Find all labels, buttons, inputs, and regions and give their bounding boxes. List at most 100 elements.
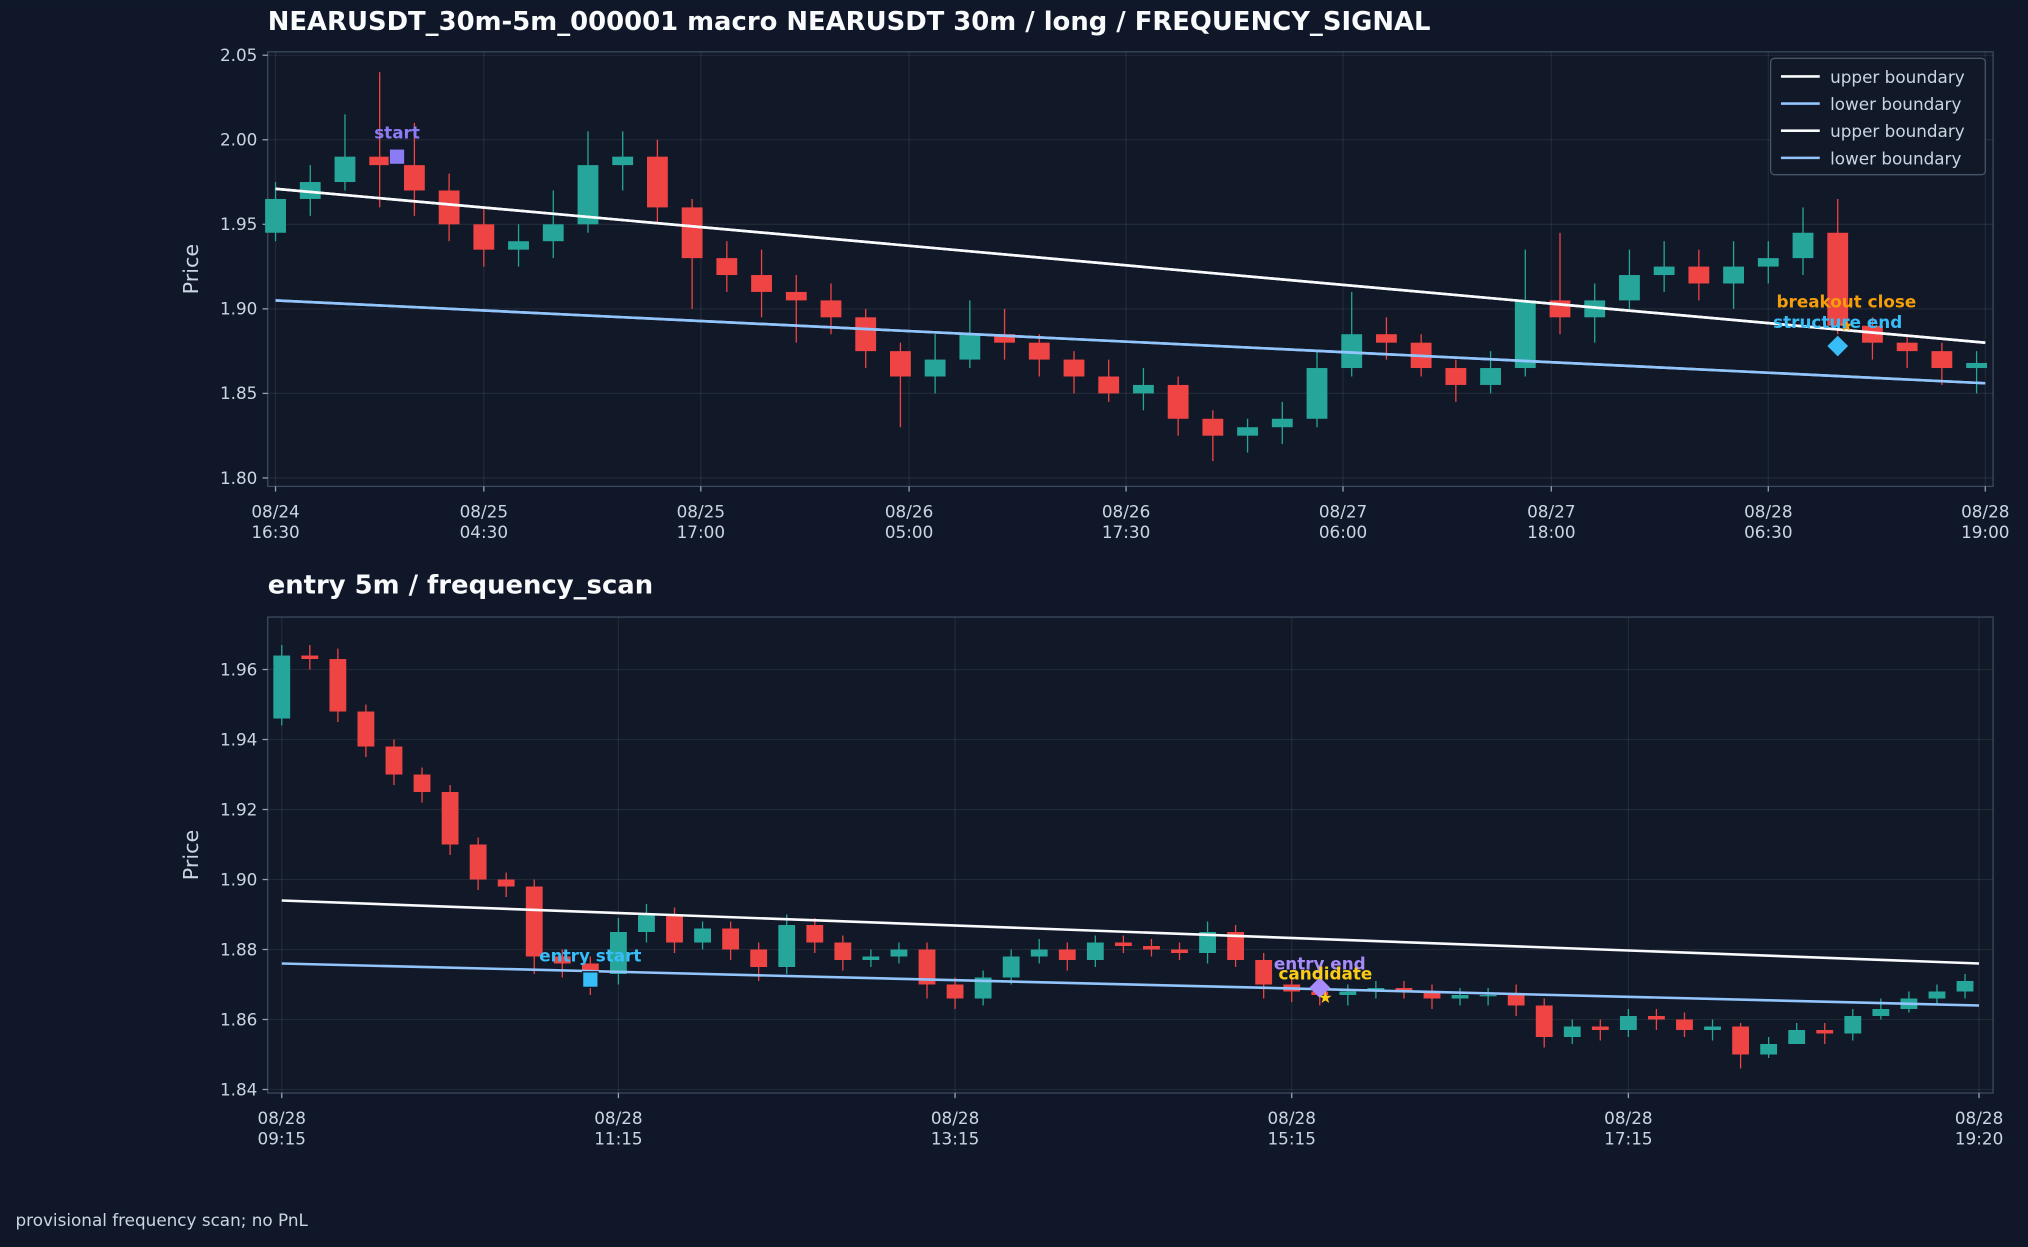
y-axis-label: Price [179, 830, 203, 880]
candle-body [369, 156, 391, 166]
candle-body [301, 655, 319, 660]
candle-body [1227, 932, 1245, 961]
x-tick-label-line: 08/24 [251, 501, 299, 521]
x-tick-label-line: 08/25 [460, 501, 508, 521]
candle-body [785, 291, 807, 301]
candle-body [1956, 981, 1974, 992]
x-tick-label-line: 13:15 [931, 1129, 979, 1149]
x-tick-label: 08/28 19:00 [1961, 501, 2009, 542]
boundary-line [281, 899, 1980, 965]
x-tick-label-line: 08/28 [1961, 501, 2009, 521]
candle-body [751, 275, 772, 292]
x-tick-label-line: 08/28 [1268, 1108, 1316, 1128]
boundary-line [275, 299, 1986, 385]
x-tick-label: 08/25 04:30 [460, 501, 508, 542]
candle-body [1507, 995, 1525, 1006]
candle-body [403, 165, 425, 191]
x-tick-label-line: 18:00 [1527, 522, 1575, 542]
y-tick-label: 2.00 [220, 130, 257, 150]
candle-body [581, 963, 599, 975]
legend-box [1769, 57, 1986, 176]
legend-label: upper boundary [1830, 121, 1965, 141]
x-tick-label-line: 08/25 [677, 501, 725, 521]
candle-body [1171, 949, 1188, 954]
candle-body [855, 317, 877, 352]
candle-body [862, 956, 880, 961]
candle-body [357, 711, 375, 747]
candle-body [1966, 362, 1988, 369]
x-tick-label: 08/28 13:15 [931, 1108, 979, 1149]
candle-body [994, 334, 1015, 343]
candle-body [1760, 1043, 1778, 1055]
x-tick-label: 08/28 19:20 [1955, 1108, 2003, 1149]
x-tick-label-line: 19:00 [1961, 522, 2009, 542]
x-tick-label-line: 17:00 [677, 522, 725, 542]
candle-body [1591, 1026, 1609, 1030]
x-tick-label-line: 15:15 [1268, 1129, 1316, 1149]
candle-body [473, 224, 495, 250]
candle-body [1844, 1015, 1862, 1034]
candle-body [1237, 427, 1258, 436]
candle-body [438, 190, 460, 225]
x-tick-label-line: 06:30 [1744, 522, 1792, 542]
boundary-line [281, 962, 1980, 1007]
candle-body [638, 914, 655, 933]
candle-body [681, 207, 703, 259]
candle-body [553, 956, 571, 964]
candle-body [329, 659, 347, 712]
candle-body [1896, 342, 1918, 352]
candle-body [1788, 1029, 1806, 1044]
candle-body [273, 655, 291, 719]
candle-body [1167, 384, 1189, 419]
candle-body [1619, 275, 1640, 301]
candle-body [1676, 1019, 1693, 1030]
x-tick-label-line: 04:30 [460, 522, 508, 542]
x-tick-label-line: 09:15 [258, 1129, 306, 1149]
candle-body [1143, 946, 1160, 950]
x-tick-label-line: 08/26 [1102, 501, 1150, 521]
candle-body [1928, 991, 1946, 999]
x-tick-label: 08/25 17:00 [677, 501, 725, 542]
y-tick-label: 2.05 [220, 45, 257, 65]
x-tick-label: 08/24 16:30 [251, 501, 299, 542]
x-tick-label: 08/28 17:15 [1604, 1108, 1652, 1149]
marker-star [1840, 319, 1853, 331]
marker-square [581, 971, 599, 989]
x-tick-label: 08/26 17:30 [1102, 501, 1150, 542]
chart-title: NEARUSDT_30m-5m_000001 macro NEARUSDT 30… [268, 7, 1431, 37]
candle-body [577, 165, 599, 225]
candle-body [1255, 960, 1273, 985]
candle-body [1480, 368, 1501, 385]
candle-body [469, 844, 487, 880]
candle-body [1058, 949, 1076, 961]
candle-body [974, 977, 992, 999]
candle-body [889, 351, 911, 377]
y-tick-label: 1.86 [220, 1009, 257, 1029]
candle-body [441, 792, 459, 845]
x-tick-label-line: 05:00 [885, 522, 933, 542]
candle-body [1451, 995, 1469, 999]
candle-body [778, 925, 796, 968]
candle-body [1688, 266, 1710, 284]
x-tick-label-line: 08/27 [1527, 501, 1575, 521]
candle-body [1002, 956, 1020, 978]
candle-body [1098, 376, 1120, 394]
y-tick-label: 1.85 [220, 383, 257, 403]
candle-body [1030, 949, 1048, 957]
x-tick-label-line: 08/28 [594, 1108, 642, 1128]
candle-body [265, 198, 286, 233]
legend-label: upper boundary [1830, 67, 1965, 87]
candle-body [1931, 351, 1953, 369]
candle-body [612, 156, 634, 166]
candle-body [1445, 368, 1467, 385]
x-tick-label-line: 17:30 [1102, 522, 1150, 542]
x-tick-label: 08/28 11:15 [594, 1108, 642, 1149]
candle-body [924, 359, 946, 377]
candle-body [1584, 300, 1606, 318]
x-tick-label-line: 08/28 [258, 1108, 306, 1128]
candle-body [1816, 1029, 1834, 1034]
candle-body [1376, 334, 1397, 343]
candle-body [1827, 232, 1849, 326]
y-tick-label: 1.90 [220, 299, 257, 319]
